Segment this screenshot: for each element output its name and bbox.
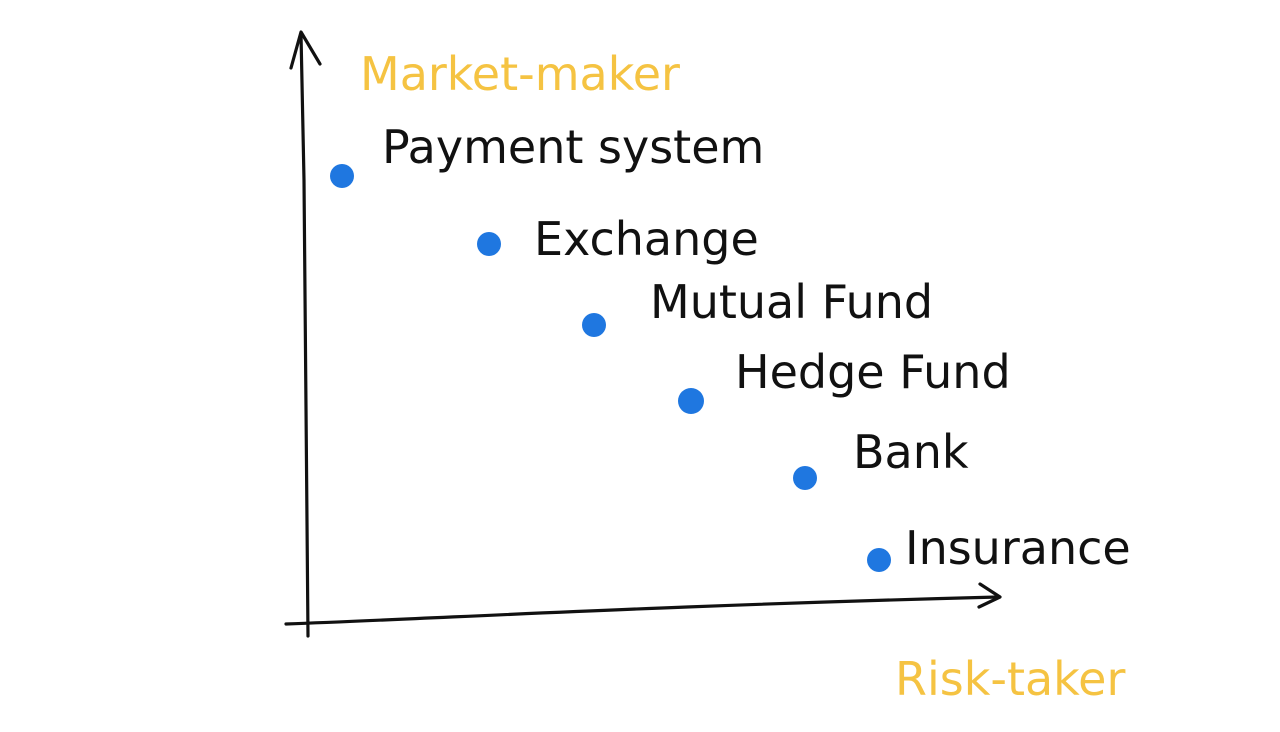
point-label: Payment system [382, 120, 764, 174]
point-marker [867, 548, 891, 572]
point-label: Bank [853, 425, 969, 479]
point-marker [678, 388, 704, 414]
point-mutual-fund: Mutual Fund [582, 275, 933, 337]
point-marker [793, 466, 817, 490]
x-axis-arrowhead [977, 582, 1002, 609]
point-insurance: Insurance [867, 521, 1131, 575]
point-exchange: Exchange [477, 212, 759, 266]
y-axis-arrowhead [289, 30, 322, 70]
y-axis-label: Market-maker [360, 47, 680, 101]
point-payment-system: Payment system [330, 120, 764, 188]
point-label: Exchange [534, 212, 759, 266]
point-marker [330, 164, 354, 188]
point-label: Hedge Fund [735, 345, 1011, 399]
x-axis-label: Risk-taker [895, 652, 1125, 706]
y-axis [299, 32, 310, 638]
point-hedge-fund: Hedge Fund [678, 345, 1011, 414]
point-bank: Bank [793, 425, 969, 490]
point-marker [582, 313, 606, 337]
point-label: Mutual Fund [650, 275, 933, 329]
point-marker [477, 232, 501, 256]
point-label: Insurance [905, 521, 1131, 575]
x-axis [284, 595, 1000, 626]
